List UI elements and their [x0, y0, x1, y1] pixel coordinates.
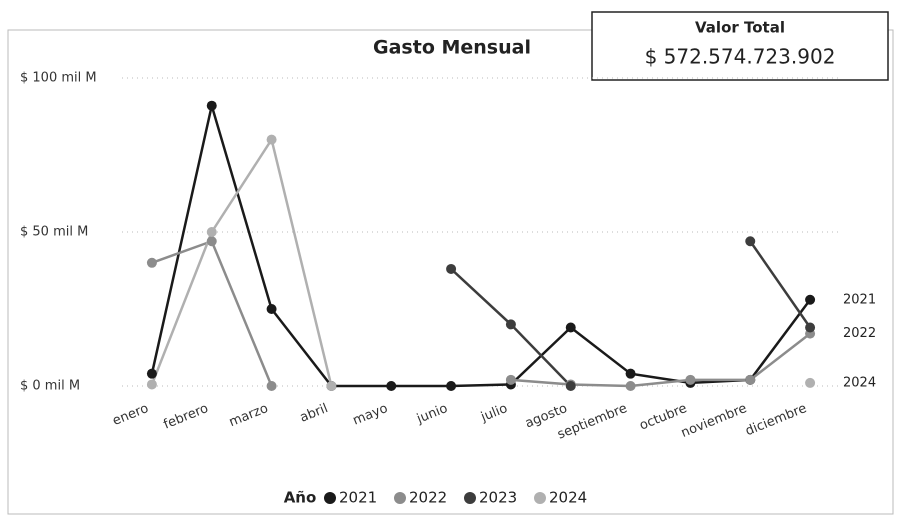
legend-label: 2024 [549, 489, 587, 507]
card-label: Valor Total [695, 19, 785, 37]
data-point [206, 236, 217, 247]
legend-marker [324, 492, 336, 504]
y-tick-label: $ 50 mil M [20, 225, 88, 240]
y-tick-label: $ 0 mil M [20, 379, 80, 394]
data-point [146, 379, 157, 390]
data-point [745, 374, 756, 385]
data-point [446, 263, 457, 274]
data-point [446, 381, 457, 391]
end-label: 2024 [843, 375, 876, 390]
data-point [805, 294, 816, 305]
x-tick-label: junio [414, 401, 450, 427]
card-value: $ 572.574.723.902 [645, 45, 836, 69]
data-point [266, 134, 277, 145]
x-tick-label: enero [111, 401, 151, 429]
series-line [152, 140, 810, 386]
legend-label: 2021 [339, 489, 377, 507]
x-tick-label: noviembre [679, 401, 749, 441]
legend-title: Año [284, 489, 317, 507]
visual-frame [7, 29, 894, 515]
x-tick-label: mayo [351, 401, 390, 429]
data-point [146, 368, 157, 379]
data-point [266, 381, 277, 391]
legend: Año 2021 2022 2023 2024 [284, 489, 587, 507]
end-label: 2022 [843, 326, 876, 341]
legend-label: 2022 [409, 489, 447, 507]
legend-marker [464, 492, 476, 504]
x-tick-label: marzo [227, 401, 270, 430]
data-point [625, 381, 636, 391]
data-point [745, 236, 756, 247]
data-point [625, 368, 636, 379]
data-point [206, 227, 217, 237]
data-point [565, 381, 576, 391]
data-point [386, 381, 397, 391]
x-tick-label: septiembre [555, 401, 629, 443]
legend-label: 2023 [479, 489, 517, 507]
y-tick-label: $ 100 mil M [20, 71, 97, 86]
end-label: 2021 [843, 292, 876, 307]
data-point [146, 257, 157, 268]
data-point [565, 322, 576, 333]
data-point [326, 381, 337, 391]
data-point [206, 100, 217, 111]
x-tick-label: diciembre [743, 401, 809, 439]
legend-marker [534, 492, 546, 504]
series-line [450, 240, 812, 387]
series-line [151, 239, 811, 388]
series-line [150, 104, 812, 388]
kpi-card [591, 11, 889, 81]
x-tick-label: julio [478, 401, 510, 425]
x-tick-label: febrero [161, 401, 210, 432]
data-point [505, 319, 516, 330]
data-point [805, 377, 816, 388]
legend-marker [394, 492, 406, 504]
data-point [266, 304, 277, 314]
data-point [505, 374, 516, 385]
data-point [805, 322, 816, 333]
chart-title: Gasto Mensual [373, 37, 531, 59]
data-point [685, 374, 696, 385]
x-tick-label: abril [298, 401, 330, 426]
